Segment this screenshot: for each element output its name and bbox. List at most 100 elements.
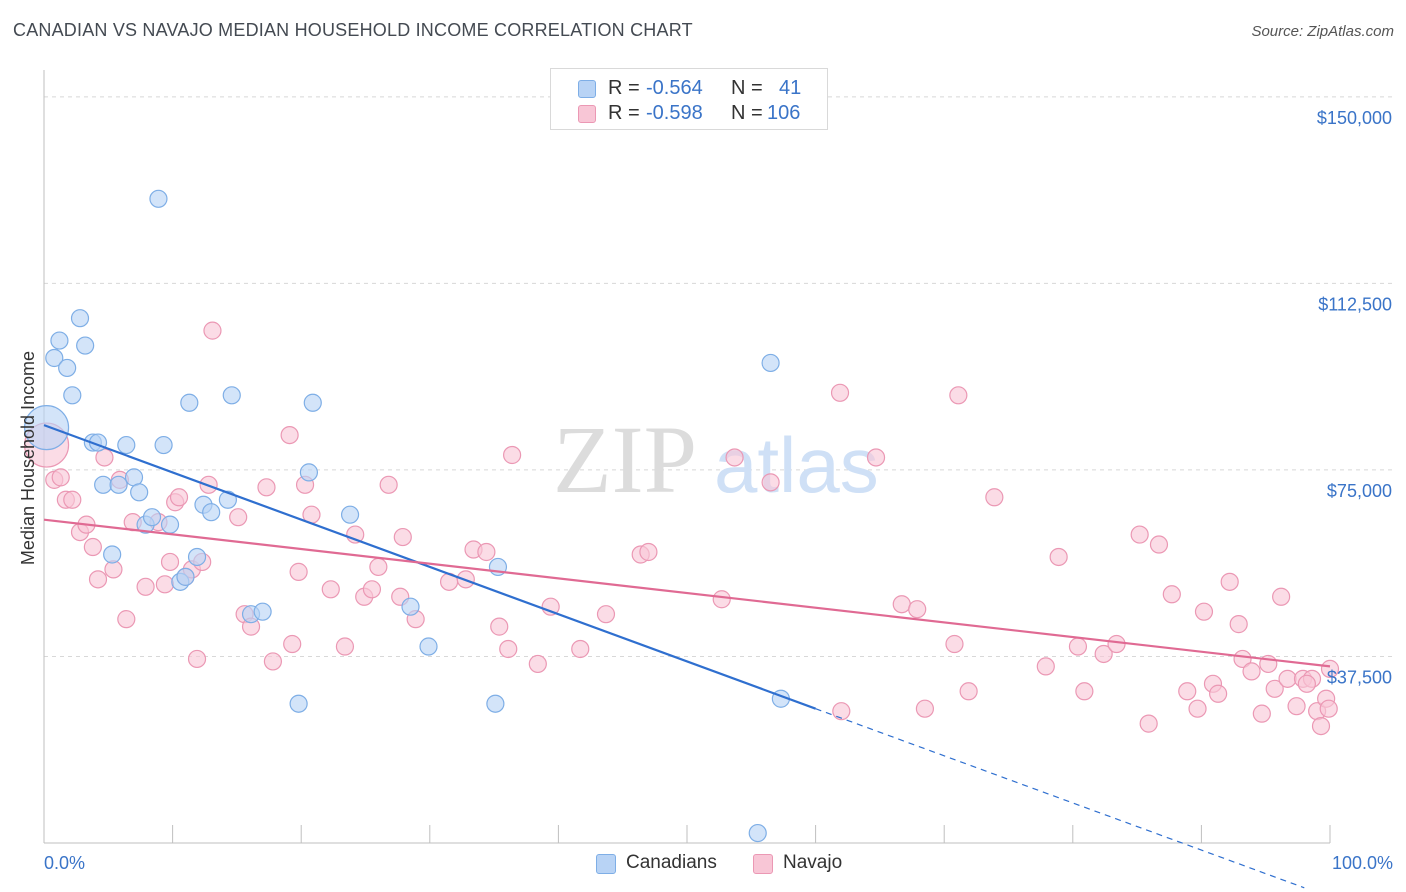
navajo-point[interactable]: [51, 468, 70, 487]
navajo-point[interactable]: [1194, 602, 1214, 621]
navajo-point[interactable]: [369, 557, 388, 577]
navajo-point[interactable]: [229, 508, 248, 527]
navajo-point[interactable]: [155, 575, 174, 594]
navajo-point[interactable]: [503, 445, 522, 465]
navajo-point[interactable]: [1068, 637, 1088, 656]
navajo-point[interactable]: [596, 605, 616, 624]
navajo-point[interactable]: [945, 634, 964, 654]
navajo-point[interactable]: [490, 617, 509, 636]
navajo-point[interactable]: [908, 600, 927, 619]
canadians-point[interactable]: [154, 435, 173, 455]
navajo-point[interactable]: [1311, 716, 1331, 736]
navajo-point[interactable]: [959, 682, 978, 701]
navajo-point[interactable]: [187, 649, 207, 669]
canadians-point[interactable]: [23, 405, 70, 451]
canadians-point[interactable]: [218, 490, 237, 509]
canadians-point[interactable]: [109, 475, 128, 494]
navajo-point[interactable]: [541, 597, 560, 616]
navajo-point[interactable]: [1107, 634, 1126, 654]
navajo-point[interactable]: [761, 473, 780, 492]
canadians-point[interactable]: [303, 393, 322, 412]
navajo-point[interactable]: [1319, 699, 1338, 718]
canadians-point[interactable]: [222, 386, 241, 405]
navajo-point[interactable]: [1178, 682, 1197, 701]
canadians-point[interactable]: [180, 393, 199, 412]
navajo-point[interactable]: [571, 639, 590, 659]
navajo-point[interactable]: [1252, 704, 1271, 723]
navajo-point[interactable]: [88, 570, 108, 589]
navajo-point[interactable]: [1229, 615, 1248, 634]
canadians-point[interactable]: [419, 637, 438, 656]
canadians-point[interactable]: [761, 353, 780, 373]
canadians-point[interactable]: [50, 331, 69, 350]
canadians-point[interactable]: [401, 597, 420, 616]
navajo-point[interactable]: [117, 610, 136, 629]
navajo-point[interactable]: [832, 702, 851, 721]
canadians-point[interactable]: [289, 694, 308, 713]
navajo-point[interactable]: [477, 542, 496, 562]
navajo-point[interactable]: [1094, 644, 1113, 664]
navajo-point[interactable]: [725, 448, 744, 467]
canadians-point[interactable]: [76, 336, 95, 355]
canadians-point[interactable]: [63, 386, 82, 405]
canadians-point[interactable]: [176, 567, 195, 586]
navajo-point[interactable]: [136, 577, 155, 596]
navajo-point[interactable]: [1130, 525, 1149, 544]
canadians-point[interactable]: [160, 515, 180, 534]
navajo-point[interactable]: [830, 383, 850, 402]
navajo-point[interactable]: [257, 478, 276, 497]
navajo-point[interactable]: [1149, 535, 1169, 554]
canadians-point[interactable]: [142, 508, 162, 527]
navajo-point[interactable]: [335, 637, 355, 656]
navajo-point[interactable]: [1075, 682, 1094, 701]
navajo-point[interactable]: [283, 634, 302, 654]
navajo-point[interactable]: [1233, 649, 1252, 669]
navajo-point[interactable]: [892, 595, 911, 614]
canadians-point[interactable]: [130, 483, 149, 502]
navajo-point[interactable]: [289, 562, 308, 581]
canadians-point[interactable]: [117, 435, 136, 455]
navajo-point[interactable]: [63, 490, 82, 509]
navajo-point[interactable]: [915, 699, 935, 718]
canadians-point[interactable]: [748, 823, 767, 843]
canadians-point[interactable]: [187, 547, 207, 567]
navajo-point[interactable]: [866, 448, 886, 467]
navajo-point[interactable]: [379, 475, 398, 494]
navajo-point[interactable]: [83, 537, 102, 557]
navajo-point[interactable]: [169, 488, 189, 507]
navajo-point[interactable]: [1287, 697, 1306, 716]
navajo-point[interactable]: [499, 639, 518, 659]
navajo-point[interactable]: [639, 542, 658, 562]
navajo-point[interactable]: [1278, 669, 1297, 688]
navajo-point[interactable]: [1242, 662, 1261, 681]
navajo-point[interactable]: [263, 652, 283, 671]
navajo-point[interactable]: [160, 552, 180, 572]
canadians-point[interactable]: [340, 505, 360, 524]
navajo-point[interactable]: [1139, 714, 1158, 733]
navajo-point[interactable]: [203, 321, 222, 340]
navajo-point[interactable]: [362, 580, 382, 599]
canadians-point[interactable]: [45, 348, 64, 368]
navajo-point[interactable]: [1265, 679, 1284, 698]
navajo-point[interactable]: [1162, 585, 1181, 604]
canadians-point[interactable]: [299, 463, 319, 482]
navajo-point[interactable]: [949, 386, 968, 405]
canadians-point[interactable]: [486, 694, 505, 713]
navajo-point[interactable]: [1220, 572, 1239, 591]
navajo-point[interactable]: [280, 425, 299, 445]
navajo-point[interactable]: [1209, 684, 1228, 703]
canadians-point[interactable]: [94, 475, 113, 494]
navajo-point[interactable]: [1320, 659, 1340, 678]
navajo-point[interactable]: [1272, 587, 1291, 606]
navajo-point[interactable]: [393, 527, 412, 547]
navajo-point[interactable]: [1297, 674, 1316, 693]
canadians-point[interactable]: [202, 503, 221, 522]
navajo-point[interactable]: [1036, 657, 1055, 676]
navajo-point[interactable]: [1188, 699, 1207, 718]
navajo-point[interactable]: [1049, 547, 1068, 567]
canadians-point[interactable]: [58, 358, 77, 378]
canadians-point[interactable]: [103, 545, 122, 564]
navajo-point[interactable]: [712, 590, 731, 609]
navajo-point[interactable]: [321, 580, 340, 599]
canadians-point[interactable]: [70, 309, 90, 328]
